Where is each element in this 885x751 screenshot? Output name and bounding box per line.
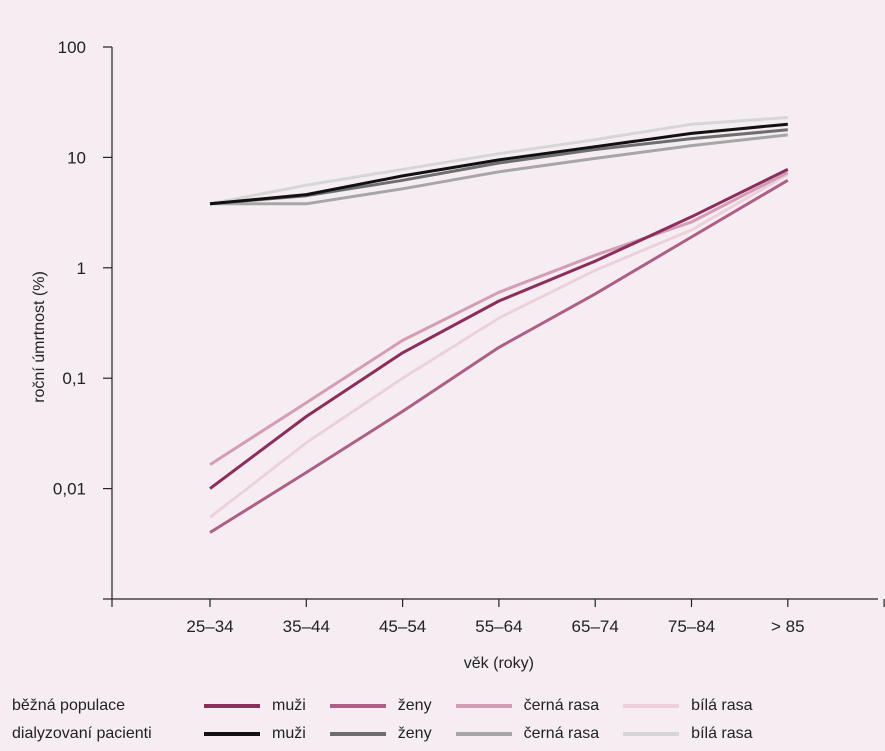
- y-axis-title: roční úmrtnost (%): [31, 271, 48, 403]
- series-line-general-cerna-rasa: [209, 171, 789, 466]
- x-tick-label: 35–44: [283, 617, 330, 636]
- legend-swatch: [623, 704, 680, 708]
- legend-label: bílá rasa: [691, 697, 753, 714]
- legend-label: ženy: [397, 697, 432, 714]
- legend-group-label: běžná populace: [12, 697, 125, 714]
- series-line-general-zeny: [209, 179, 789, 534]
- legend-item: muži: [192, 697, 306, 715]
- legend-item: bílá rasa: [599, 697, 753, 715]
- legend-row-general-population: běžná populace muži ženy černá rasa bílá ras…: [12, 697, 753, 715]
- x-tick-label: 25–34: [186, 617, 233, 636]
- y-tick-label: 0,1: [62, 369, 86, 388]
- y-tick-label: 10: [67, 148, 86, 167]
- series-line-dialysis-muzi: [209, 122, 788, 206]
- series-line-dialysis-zeny: [209, 128, 788, 206]
- legend-item: černá rasa: [432, 725, 600, 743]
- legend-label: ženy: [397, 725, 432, 742]
- mortality-chart: 100 10 1 0,1 0,01 25–34 35–44 45–54 55–64 65–74 7…: [31, 38, 885, 672]
- x-axis-title: věk (roky): [464, 655, 534, 672]
- y-tick-label: 1: [77, 259, 86, 278]
- series-line-dialysis-cerna-rasa: [210, 133, 788, 206]
- y-tick-label: 0,01: [53, 480, 86, 499]
- y-ticks: 100 10 1 0,1 0,01: [53, 38, 112, 600]
- x-tick-label: 45–54: [379, 617, 426, 636]
- y-tick-label: 100: [58, 38, 86, 57]
- x-tick-label: 65–74: [572, 617, 619, 636]
- legend-swatch: [455, 732, 512, 736]
- legend-label: černá rasa: [523, 725, 600, 742]
- series-line-dialysis-bila-rasa: [209, 116, 788, 206]
- legend-swatch: [329, 732, 386, 736]
- legend-item: bílá rasa: [599, 725, 753, 743]
- legend-row-dialysis-patients: dialyzovaní pacienti muži ženy černá rasa bí…: [12, 725, 753, 743]
- legend-label: muži: [272, 697, 306, 714]
- legend-swatch: [623, 732, 680, 736]
- legend-item: ženy: [306, 697, 432, 715]
- series-line-general-bila-rasa: [209, 173, 789, 519]
- x-ticks: 25–34 35–44 45–54 55–64 65–74 75–84 > 85: [111, 599, 885, 636]
- legend-label: černá rasa: [523, 697, 600, 714]
- legend-swatch: [204, 704, 260, 708]
- legend-swatch: [329, 704, 386, 708]
- legend-item: muži: [192, 725, 306, 743]
- axes: [111, 47, 878, 600]
- legend-label: muži: [272, 725, 306, 742]
- x-tick-label: > 85: [771, 617, 805, 636]
- legend-group-label: dialyzovaní pacienti: [12, 725, 152, 742]
- series-line-general-muzi: [209, 167, 789, 490]
- legend-swatch: [204, 732, 260, 736]
- x-tick-label: 75–84: [668, 617, 715, 636]
- legend-item: ženy: [306, 725, 432, 743]
- x-tick-label: 55–64: [475, 617, 522, 636]
- legend-label: bílá rasa: [691, 725, 753, 742]
- legend-item: černá rasa: [432, 697, 600, 715]
- legend-swatch: [455, 704, 512, 708]
- series-lines: [209, 116, 789, 534]
